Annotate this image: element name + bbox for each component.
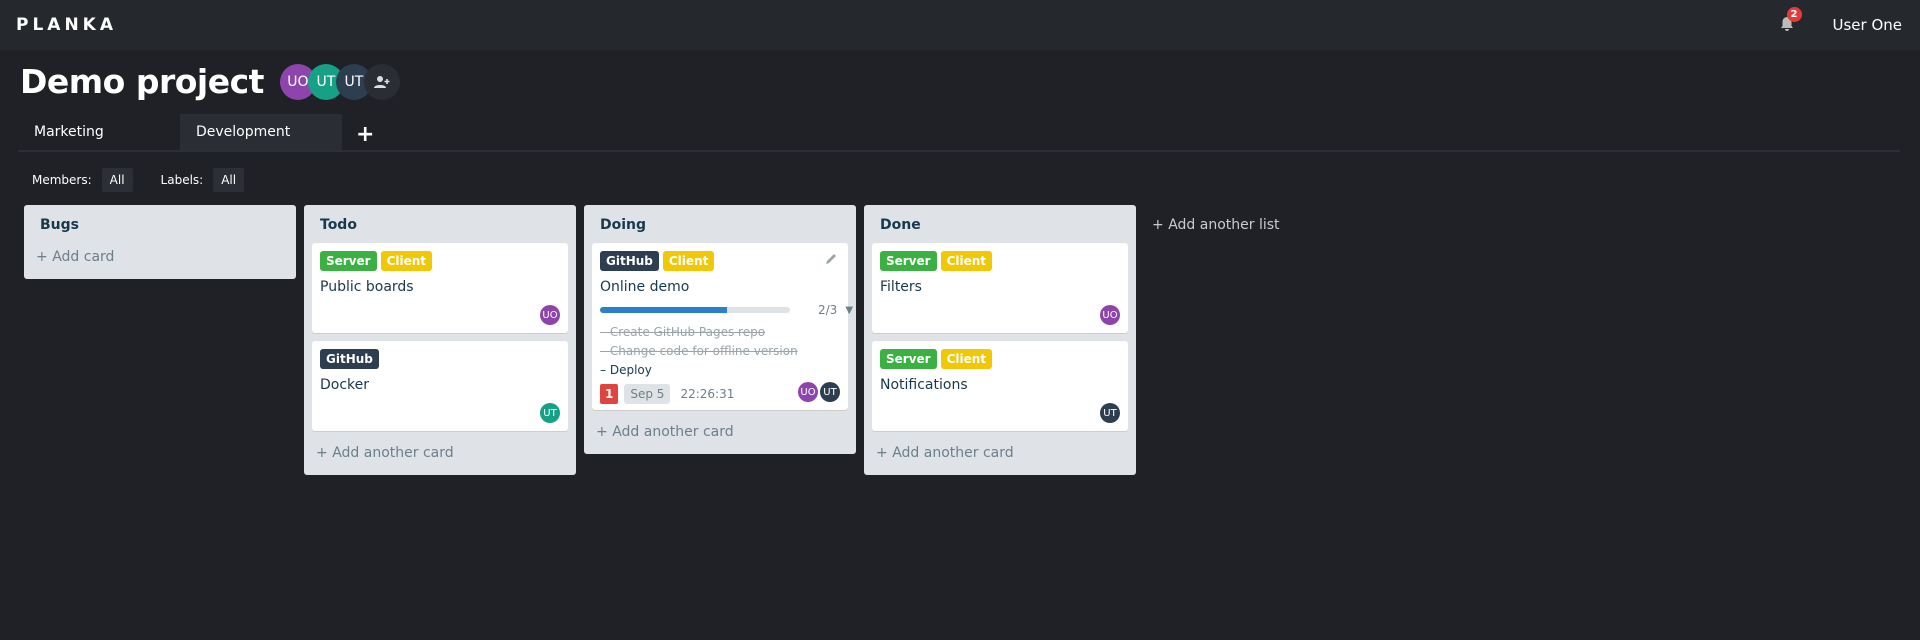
- list-doing: Doing GitHub Client Online demo 2/3 ▼ – Create…: [584, 205, 856, 454]
- plus-icon: +: [36, 249, 53, 265]
- progress-count: 2/3: [818, 303, 838, 317]
- labels-filter-button[interactable]: All: [213, 168, 245, 192]
- member-avatar: UO: [798, 382, 818, 402]
- card-label: Client: [380, 251, 433, 271]
- member-avatar: UO: [540, 305, 560, 325]
- list-title[interactable]: Doing: [600, 217, 647, 233]
- add-card-label: Add card: [52, 249, 115, 265]
- add-card-button[interactable]: + Add another card: [312, 439, 568, 467]
- add-board-button[interactable]: +: [342, 114, 388, 150]
- plus-icon: +: [1152, 217, 1169, 233]
- add-card-label: Add another card: [332, 445, 454, 461]
- timer[interactable]: 22:26:31: [680, 387, 735, 401]
- labels-filter-label: Labels:: [160, 173, 204, 187]
- card-title: Docker: [320, 377, 370, 393]
- filters: Members: All Labels: All: [32, 168, 262, 192]
- add-card-label: Add another card: [612, 424, 734, 440]
- task-text: Change code for offline version: [609, 344, 798, 358]
- tab-marketing[interactable]: Marketing: [34, 124, 104, 140]
- pencil-icon[interactable]: [824, 252, 838, 266]
- task-item[interactable]: – Change code for offline version: [600, 344, 798, 358]
- card-label: Client: [940, 349, 993, 369]
- card[interactable]: Server Client Public boards UO: [312, 243, 568, 333]
- add-card-button[interactable]: + Add card: [32, 243, 288, 271]
- card-label: GitHub: [320, 349, 379, 369]
- add-card-button[interactable]: + Add another card: [872, 439, 1128, 467]
- list-title[interactable]: Todo: [320, 217, 357, 233]
- add-list-label: Add another list: [1168, 217, 1280, 233]
- tab-development[interactable]: Development: [180, 114, 342, 150]
- plus-icon: +: [876, 445, 893, 461]
- notifications-button[interactable]: 2: [1779, 7, 1802, 34]
- add-card-label: Add another card: [892, 445, 1014, 461]
- plus-icon: +: [596, 424, 613, 440]
- list-bugs: Bugs + Add card: [24, 205, 296, 279]
- list-title[interactable]: Bugs: [40, 217, 79, 233]
- add-user-icon: [373, 75, 390, 88]
- top-bar: PLANKA 2 User One: [0, 0, 1920, 50]
- members-filter-label: Members:: [32, 173, 92, 187]
- card-label: Server: [880, 251, 937, 271]
- card-title: Public boards: [320, 279, 414, 295]
- member-avatar: UO: [1100, 305, 1120, 325]
- page-title: Demo project: [20, 62, 264, 101]
- chevron-down-icon[interactable]: ▼: [845, 304, 854, 316]
- card[interactable]: GitHub Client Online demo 2/3 ▼ – Create GitH…: [592, 243, 853, 410]
- plus-icon: +: [356, 122, 375, 147]
- add-list-button[interactable]: + Add another list: [1144, 205, 1288, 245]
- plus-icon: +: [316, 445, 333, 461]
- card-label: Client: [662, 251, 715, 271]
- card[interactable]: Server Client Notifications UT: [872, 341, 1128, 431]
- card-title: Filters: [880, 279, 922, 295]
- add-card-button[interactable]: + Add another card: [592, 418, 848, 446]
- task-item[interactable]: – Deploy: [600, 363, 652, 377]
- task-text: Deploy: [609, 363, 652, 377]
- task-item[interactable]: – Create GitHub Pages repo: [600, 325, 766, 339]
- card-label: Client: [940, 251, 993, 271]
- progress-bar: [600, 307, 790, 313]
- card[interactable]: Server Client Filters UO: [872, 243, 1128, 333]
- user-menu[interactable]: User One: [1832, 16, 1903, 34]
- card-title: Notifications: [880, 377, 968, 393]
- list-done: Done Server Client Filters UO Server Client Not…: [864, 205, 1136, 475]
- logo[interactable]: PLANKA: [16, 15, 118, 35]
- list-todo: Todo Server Client Public boards UO GitHub Doc…: [304, 205, 576, 475]
- member-avatar: UT: [1100, 403, 1120, 423]
- card-label: Server: [880, 349, 937, 369]
- member-avatar: UT: [540, 403, 560, 423]
- card-label: Server: [320, 251, 377, 271]
- card[interactable]: GitHub Docker UT: [312, 341, 568, 431]
- add-member-button[interactable]: [363, 63, 400, 100]
- count-badge: 1: [600, 384, 619, 404]
- member-avatar: UT: [820, 382, 840, 402]
- card-title: Online demo: [600, 279, 690, 295]
- notification-badge: 2: [1786, 7, 1802, 22]
- due-date: Sep 5: [624, 384, 671, 404]
- board-tabs: Marketing Development +: [18, 114, 1900, 152]
- task-text: Create GitHub Pages repo: [609, 325, 766, 339]
- lists-container: Bugs + Add card Todo Server Client Public boa…: [24, 205, 1288, 475]
- card-label: GitHub: [600, 251, 659, 271]
- members-filter-button[interactable]: All: [101, 168, 133, 192]
- list-title[interactable]: Done: [880, 217, 921, 233]
